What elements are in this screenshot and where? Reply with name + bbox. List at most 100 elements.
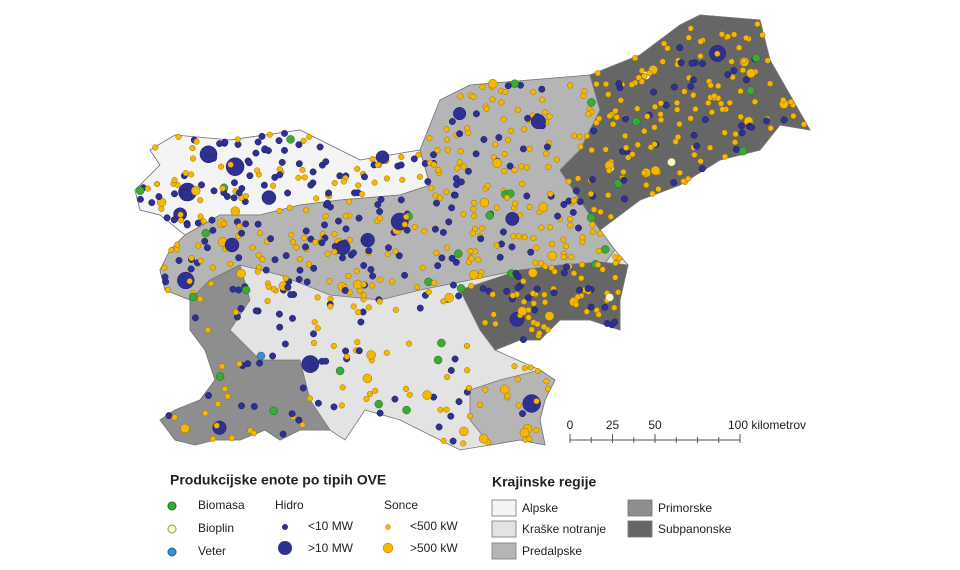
energy-unit — [276, 171, 284, 179]
energy-unit — [478, 433, 489, 444]
energy-unit — [568, 253, 575, 260]
energy-unit — [221, 138, 229, 146]
energy-unit — [258, 132, 266, 140]
energy-unit — [453, 107, 467, 121]
energy-unit — [542, 263, 549, 270]
energy-unit — [492, 141, 499, 148]
energy-unit — [444, 136, 451, 143]
energy-unit — [299, 384, 307, 392]
energy-unit — [534, 321, 541, 328]
energy-unit — [711, 92, 718, 100]
legend-label: <10 MW — [308, 519, 354, 533]
energy-unit — [236, 268, 246, 279]
energy-unit — [330, 403, 338, 411]
energy-unit — [275, 137, 283, 145]
energy-unit — [472, 110, 480, 118]
energy-unit — [479, 225, 486, 232]
energy-unit — [471, 213, 478, 220]
energy-unit — [336, 172, 344, 180]
energy-unit — [503, 287, 511, 295]
energy-unit — [479, 285, 487, 293]
energy-unit — [572, 187, 580, 195]
energy-unit — [597, 230, 604, 237]
energy-unit — [590, 206, 598, 213]
energy-unit — [634, 105, 641, 112]
energy-unit — [641, 169, 648, 177]
energy-unit — [498, 99, 505, 106]
energy-unit — [444, 374, 451, 381]
energy-unit — [693, 142, 701, 150]
energy-unit — [500, 116, 507, 123]
energy-unit — [376, 208, 384, 215]
energy-unit — [599, 266, 606, 273]
energy-unit — [343, 353, 351, 360]
energy-unit — [266, 131, 273, 138]
energy-unit — [148, 199, 156, 207]
energy-unit — [493, 242, 500, 249]
energy-unit — [207, 280, 215, 287]
energy-unit — [313, 195, 320, 202]
energy-unit — [490, 311, 497, 318]
energy-unit — [339, 384, 346, 391]
energy-unit — [276, 323, 284, 331]
energy-unit — [541, 291, 548, 298]
energy-unit — [360, 292, 367, 299]
energy-unit — [358, 191, 366, 198]
energy-unit — [731, 139, 739, 146]
energy-unit — [530, 88, 537, 96]
energy-unit — [369, 272, 377, 280]
energy-unit — [504, 194, 511, 201]
energy-unit — [635, 74, 642, 81]
energy-unit — [567, 222, 574, 229]
energy-unit — [724, 33, 731, 40]
energy-unit — [366, 350, 376, 360]
energy-unit — [738, 146, 748, 156]
energy-unit — [674, 134, 682, 141]
energy-unit — [543, 143, 551, 151]
energy-unit — [309, 362, 317, 370]
energy-unit — [403, 226, 411, 234]
energy-unit — [605, 293, 614, 302]
energy-unit — [540, 323, 547, 330]
scale-label: 25 — [606, 418, 620, 432]
energy-unit — [525, 314, 532, 321]
energy-unit — [188, 171, 195, 178]
energy-unit — [265, 283, 272, 291]
energy-unit — [346, 198, 353, 205]
energy-unit — [659, 58, 666, 65]
energy-unit — [438, 254, 446, 262]
energy-unit — [632, 55, 639, 62]
energy-unit — [278, 158, 286, 166]
legend-symbol — [382, 542, 394, 554]
energy-unit — [269, 182, 277, 189]
energy-unit — [528, 326, 535, 333]
energy-unit — [195, 242, 202, 249]
energy-unit — [602, 146, 609, 153]
energy-unit — [514, 106, 521, 114]
energy-unit — [416, 304, 424, 312]
energy-unit — [617, 97, 624, 104]
energy-unit — [311, 319, 318, 326]
energy-unit — [450, 281, 457, 289]
energy-unit — [738, 129, 746, 137]
energy-unit — [238, 185, 246, 192]
energy-unit — [548, 264, 555, 271]
energy-unit — [410, 155, 418, 163]
energy-unit — [687, 115, 694, 122]
energy-unit — [188, 254, 195, 262]
energy-unit — [391, 395, 399, 403]
energy-unit — [485, 211, 494, 220]
energy-unit — [286, 135, 295, 144]
legend-symbol — [167, 524, 177, 534]
energy-unit — [454, 165, 461, 172]
energy-unit — [730, 67, 738, 75]
energy-unit — [245, 159, 253, 167]
energy-unit — [634, 141, 641, 148]
energy-unit — [638, 67, 646, 74]
energy-unit — [136, 195, 144, 203]
energy-unit — [492, 320, 499, 327]
energy-unit — [800, 121, 808, 128]
energy-unit — [460, 163, 467, 170]
energy-unit — [377, 276, 384, 283]
